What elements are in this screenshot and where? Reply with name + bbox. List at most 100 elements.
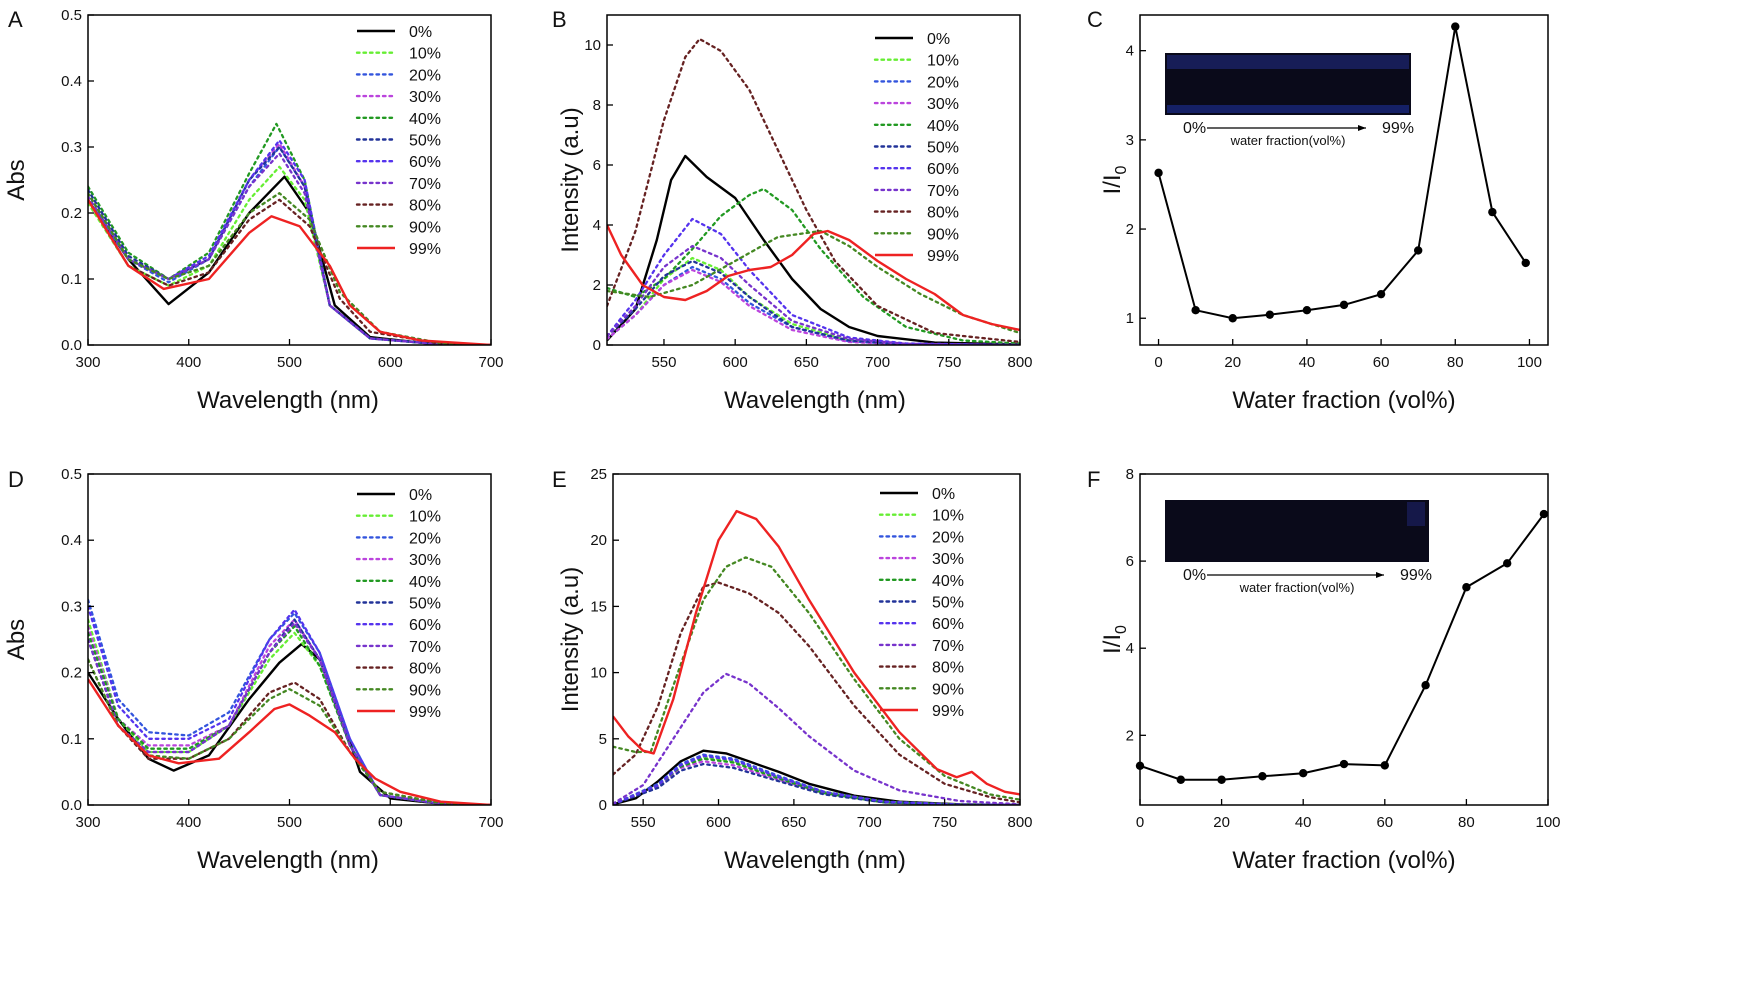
x-tick-label: 550 — [651, 354, 676, 371]
legend-label: 50% — [927, 140, 959, 157]
x-tick-label: 650 — [781, 814, 806, 831]
legend-label: 30% — [927, 96, 959, 113]
inset-arrow-head — [1358, 125, 1366, 131]
x-axis-label: Water fraction (vol%) — [1232, 847, 1455, 874]
x-tick-label: 400 — [176, 814, 201, 831]
legend-label: 20% — [927, 74, 959, 91]
y-tick-label: 2 — [593, 277, 601, 294]
legend: 0% 10% 20% 30% 40% 50% 60% 70% 80% 90% 99% — [355, 487, 441, 721]
data-point — [1154, 168, 1163, 178]
x-axis-label: Wavelength (nm) — [724, 387, 906, 414]
legend-label: 70% — [409, 176, 441, 193]
legend-label: 60% — [409, 617, 441, 634]
series-line-40pct — [613, 757, 1020, 805]
inset-photo — [1165, 53, 1411, 115]
series-line-99pct — [607, 224, 1020, 332]
y-tick-label: 4 — [1126, 43, 1134, 60]
legend-label: 10% — [927, 53, 959, 70]
panel-letter: B — [552, 7, 567, 32]
legend-label: 70% — [409, 639, 441, 656]
legend-label: 40% — [409, 111, 441, 128]
x-tick-label: 750 — [936, 354, 961, 371]
series-line-60pct — [613, 754, 1020, 805]
axes-frame — [1139, 14, 1549, 346]
x-tick-label: 700 — [857, 814, 882, 831]
series-line-40pct — [607, 187, 1020, 345]
x-tick-label: 100 — [1535, 814, 1560, 831]
inset-right-label: 99% — [1400, 567, 1432, 584]
panel-e: E 550 600 650 700 750 800 0 5 10 15 20 25 Wavelength … — [552, 466, 1033, 874]
x-tick-label: 500 — [277, 354, 302, 371]
y-axis-label: Abs — [3, 619, 30, 660]
series-line-99pct — [88, 678, 491, 805]
panel-f: F 0% 99% water fraction(vol%) 0 20 40 60 80 100 2 4… — [1087, 466, 1561, 874]
x-tick-label: 700 — [478, 354, 503, 371]
legend-label: 10% — [409, 46, 441, 63]
y-tick-label: 0.0 — [61, 797, 82, 814]
y-axis-label: Intensity (a.u) — [557, 107, 584, 252]
data-point — [1265, 310, 1275, 319]
x-tick-label: 80 — [1458, 814, 1475, 831]
legend-label: 50% — [409, 133, 441, 150]
x-tick-label: 40 — [1299, 354, 1316, 371]
y-tick-label: 4 — [593, 217, 601, 234]
axes-frame — [612, 473, 1021, 806]
x-tick-label: 300 — [75, 814, 100, 831]
legend-label: 20% — [409, 67, 441, 84]
series-line-0pct — [88, 642, 491, 805]
series-line-80pct — [607, 37, 1020, 344]
legend-label: 99% — [932, 703, 964, 720]
y-tick-label: 0 — [593, 337, 601, 354]
data-point — [1380, 761, 1390, 770]
y-tick-label: 0.1 — [61, 271, 82, 288]
series-line-90pct — [88, 658, 491, 805]
inset-left-label: 0% — [1183, 567, 1206, 584]
data-point — [1376, 289, 1386, 299]
inset-right-label: 99% — [1382, 120, 1414, 137]
y-tick-label: 2 — [1126, 727, 1134, 744]
data-point — [1258, 772, 1267, 781]
legend-label: 80% — [927, 205, 959, 222]
series-line-99pct — [613, 509, 1020, 796]
legend-label: 30% — [932, 551, 964, 568]
y-tick-label: 25 — [590, 466, 607, 483]
inset-glow-band — [1407, 502, 1425, 526]
series-line-0pct — [607, 154, 1020, 345]
inset-arrow — [1207, 125, 1366, 131]
legend-label: 99% — [409, 704, 441, 721]
y-tick-label: 10 — [584, 37, 601, 54]
legend-label: 60% — [932, 616, 964, 633]
inset-arrow — [1207, 572, 1384, 578]
data-point — [1421, 681, 1430, 690]
panel-letter: C — [1087, 7, 1103, 32]
legend: 0% 10% 20% 30% 40% 50% 60% 70% 80% 90% 99% — [878, 486, 964, 720]
x-tick-label: 700 — [478, 814, 503, 831]
inset-background — [1165, 500, 1429, 562]
x-tick-label: 700 — [865, 354, 890, 371]
y-tick-label: 1 — [1126, 310, 1134, 327]
legend-label: 10% — [409, 509, 441, 526]
x-tick-label: 600 — [723, 354, 748, 371]
series-line-20pct — [613, 753, 1020, 805]
x-tick-label: 650 — [794, 354, 819, 371]
panel-b: B 550 600 650 700 750 800 0 2 4 6 8 10 Wavelength (nm… — [552, 7, 1033, 414]
series-line-0pct — [613, 749, 1020, 805]
x-axis-label: Wavelength (nm) — [197, 847, 379, 874]
plot-data — [613, 509, 1020, 805]
legend: 0% 10% 20% 30% 40% 50% 60% 70% 80% 90% 99% — [355, 24, 441, 258]
data-point — [1462, 583, 1471, 592]
legend-label: 99% — [409, 241, 441, 258]
y-tick-label: 0.1 — [61, 731, 82, 748]
series-line-90pct — [607, 229, 1020, 335]
legend-label: 10% — [932, 508, 964, 525]
legend-label: 80% — [409, 661, 441, 678]
legend-label: 40% — [932, 573, 964, 590]
plot-data — [88, 122, 491, 345]
inset-caption: water fraction(vol%) — [1230, 133, 1346, 148]
panel-a: A 300 400 500 600 700 0.0 0.1 0.2 0.3 0.4 0.5 Wavele… — [3, 7, 504, 414]
y-tick-label: 8 — [593, 97, 601, 114]
legend-label: 0% — [932, 486, 955, 503]
x-tick-label: 400 — [176, 354, 201, 371]
legend-label: 30% — [409, 89, 441, 106]
inset-caption: water fraction(vol%) — [1239, 580, 1355, 595]
